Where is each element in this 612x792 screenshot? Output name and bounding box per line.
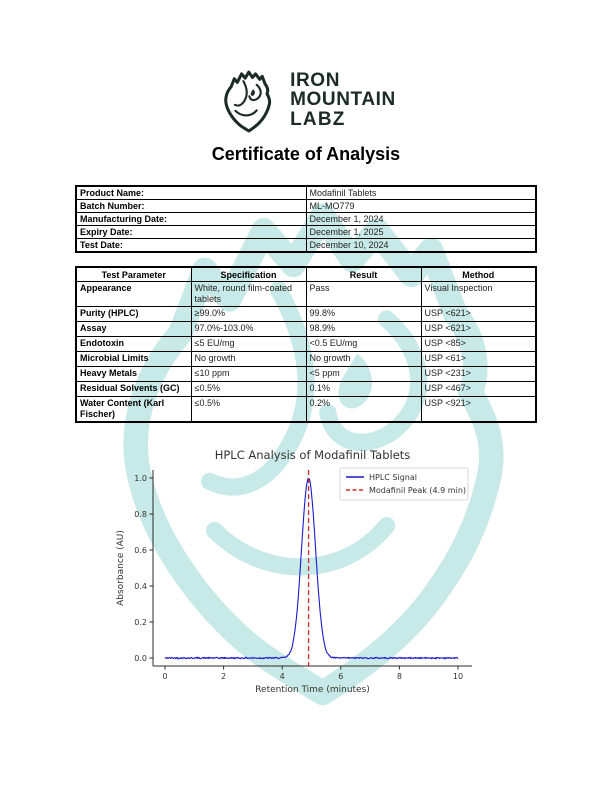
method-cell: USP <621> [420, 321, 537, 337]
x-tick-label: 10 [453, 672, 463, 681]
y-tick-label: 0.2 [134, 618, 147, 627]
results-row: Appearance White, round film-coated table… [75, 281, 537, 307]
spec-cell: ≤5 EU/mg [190, 336, 307, 352]
mountain-fist-logo-icon [224, 70, 272, 133]
chart-title: HPLC Analysis of Modafinil Tablets [215, 448, 411, 462]
wordmark-line-iron: IRON [290, 69, 341, 91]
results-row: Residual Solvents (GC) ≤0.5% 0.1% USP <467> [75, 381, 537, 397]
wordmark-line-labz: LABZ [290, 108, 346, 130]
test-parameter-cell: Heavy Metals [75, 366, 192, 382]
product-info-value: ML-MO779 [305, 199, 537, 213]
spec-cell: ≤0.5% [190, 381, 307, 397]
result-cell: <5 ppm [305, 366, 422, 382]
x-tick-label: 0 [162, 672, 167, 681]
spec-cell: 97.0%-103.0% [190, 321, 307, 337]
results-row: Purity (HPLC) ≥99.0% 99.8% USP <621> [75, 306, 537, 322]
result-cell: Pass [305, 281, 422, 307]
method-cell: Visual Inspection [420, 281, 537, 307]
test-parameter-cell: Endotoxin [75, 336, 192, 352]
spec-cell: No growth [190, 351, 307, 367]
test-parameter-cell: Residual Solvents (GC) [75, 381, 192, 397]
result-cell: 0.1% [305, 381, 422, 397]
results-row: Endotoxin ≤5 EU/mg <0.5 EU/mg USP <85> [75, 336, 537, 352]
method-cell: USP <467> [420, 381, 537, 397]
x-tick-label: 4 [280, 672, 285, 681]
company-logo: IRON MOUNTAIN LABZ [0, 0, 612, 134]
result-cell: <0.5 EU/mg [305, 336, 422, 352]
product-info-row: Product Name: Modafinil Tablets [75, 185, 537, 200]
spec-cell: ≤0.5% [190, 396, 307, 423]
hplc-signal-line [164, 477, 459, 660]
product-info-row: Test Date: December 10, 2024 [75, 238, 537, 253]
spec-cell: ≤10 ppm [190, 366, 307, 382]
y-tick-label: 0.8 [134, 510, 147, 519]
hplc-chart: 0 2 4 6 8 10 0.0 0.2 0.4 0.6 0.8 1.0 HPLC Analysis o… [110, 445, 490, 695]
y-tick-label: 0.0 [134, 654, 147, 663]
results-row: Microbial Limits No growth No growth USP <6… [75, 351, 537, 367]
product-info-label: Manufacturing Date: [75, 212, 307, 226]
product-info-row: Batch Number: ML-MO779 [75, 199, 537, 213]
wordmark-line-mountain: MOUNTAIN [290, 89, 396, 111]
results-column-header: Method [420, 266, 537, 282]
method-cell: USP <61> [420, 351, 537, 367]
y-tick-label: 0.4 [134, 582, 147, 591]
product-info-label: Product Name: [75, 185, 307, 200]
result-cell: 99.8% [305, 306, 422, 322]
results-row: Heavy Metals ≤10 ppm <5 ppm USP <231> [75, 366, 537, 382]
results-header-row: Test Parameter Specification Result Method [75, 266, 537, 282]
legend-label: HPLC Signal [369, 473, 417, 482]
x-tick-label: 8 [397, 672, 402, 681]
test-results-table: Test Parameter Specification Result Method … [75, 266, 537, 423]
product-info-row: Manufacturing Date: December 1, 2024 [75, 212, 537, 226]
spec-cell: ≥99.0% [190, 306, 307, 322]
test-parameter-cell: Appearance [75, 281, 192, 307]
results-column-header: Result [305, 266, 422, 282]
results-column-header: Specification [190, 266, 307, 282]
product-info-value: Modafinil Tablets [305, 185, 537, 200]
test-parameter-cell: Purity (HPLC) [75, 306, 192, 322]
y-tick-label: 1.0 [134, 474, 147, 483]
test-parameter-cell: Microbial Limits [75, 351, 192, 367]
product-info-value: December 10, 2024 [305, 238, 537, 253]
product-info-table: Product Name: Modafinil Tablets Batch Numb… [75, 185, 537, 253]
company-wordmark: IRON MOUNTAIN LABZ [290, 69, 396, 130]
test-parameter-cell: Water Content (Karl Fischer) [75, 396, 192, 423]
method-cell: USP <921> [420, 396, 537, 423]
product-info-value: December 1, 2024 [305, 212, 537, 226]
page-title: Certificate of Analysis [211, 144, 401, 164]
legend-label: Modafinil Peak (4.9 min) [369, 486, 466, 495]
result-cell: 0.2% [305, 396, 422, 423]
results-column-header: Test Parameter [75, 266, 192, 282]
method-cell: USP <85> [420, 336, 537, 352]
product-info-value: December 1, 2025 [305, 225, 537, 239]
hplc-chart-canvas: 0 2 4 6 8 10 0.0 0.2 0.4 0.6 0.8 1.0 HPLC Analysis o… [116, 448, 472, 695]
result-cell: 98.9% [305, 321, 422, 337]
results-row: Assay 97.0%-103.0% 98.9% USP <621> [75, 321, 537, 337]
product-info-label: Expiry Date: [75, 225, 307, 239]
x-tick-label: 2 [221, 672, 226, 681]
test-parameter-cell: Assay [75, 321, 192, 337]
x-tick-label: 6 [338, 672, 343, 681]
y-tick-label: 0.6 [134, 546, 147, 555]
results-row: Water Content (Karl Fischer) ≤0.5% 0.2% USP… [75, 396, 537, 423]
product-info-label: Test Date: [75, 238, 307, 253]
method-cell: USP <231> [420, 366, 537, 382]
product-info-row: Expiry Date: December 1, 2025 [75, 225, 537, 239]
method-cell: USP <621> [420, 306, 537, 322]
product-info-label: Batch Number: [75, 199, 307, 213]
result-cell: No growth [305, 351, 422, 367]
spec-cell: White, round film-coated tablets [190, 281, 307, 307]
y-axis-label: Absorbance (AU) [116, 530, 126, 606]
x-axis-label: Retention Time (minutes) [255, 685, 370, 695]
